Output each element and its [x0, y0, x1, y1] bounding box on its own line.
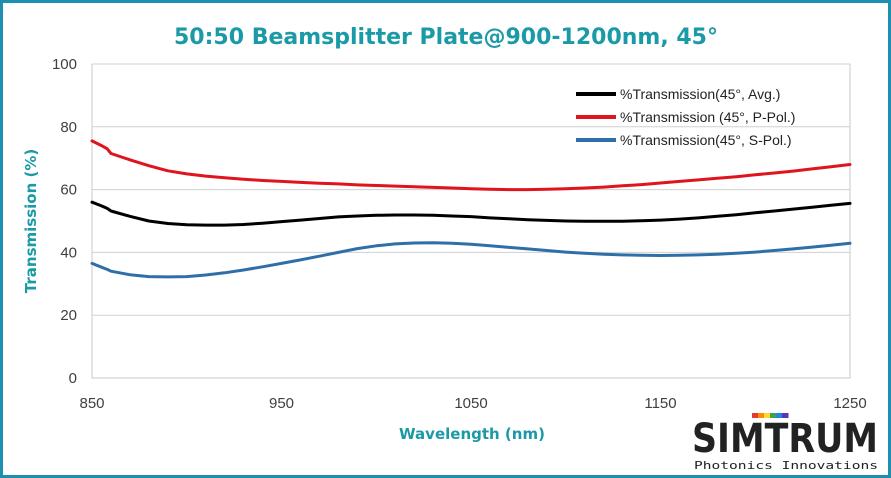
plot-area: [91, 63, 851, 379]
y-tick-label: 60: [60, 182, 77, 199]
simtrum-logo: SIMTRUM Photonics Innovations: [692, 413, 878, 472]
logo-color-segment: [782, 413, 789, 418]
x-axis-label: Wavelength (nm): [399, 425, 545, 443]
y-axis-label: Transmission (%): [22, 149, 40, 293]
legend-label-s-pol: %Transmission(45°, S-Pol.): [620, 132, 792, 148]
logo-color-bars: [752, 413, 789, 418]
series-line-s-pol: [90, 241, 852, 279]
series-lines: [90, 139, 852, 279]
x-tick-label: 850: [79, 395, 104, 412]
y-tick-label: 20: [60, 307, 77, 324]
y-tick-label: 100: [52, 56, 77, 73]
x-tick-label: 950: [269, 395, 294, 412]
y-tick-labels: 0 20 40 60 80 100: [52, 56, 77, 387]
legend: %Transmission(45°, Avg.) %Transmission (…: [576, 86, 795, 148]
series-line-avg: [90, 200, 852, 227]
chart-title: 50:50 Beamsplitter Plate@900-1200nm, 45°: [174, 25, 718, 50]
logo-tagline: Photonics Innovations: [694, 460, 878, 472]
series-line-p-pol: [90, 139, 852, 192]
y-tick-label: 0: [69, 370, 77, 387]
logo-color-segment: [776, 413, 783, 418]
x-tick-label: 1150: [644, 395, 676, 412]
logo-color-segment: [752, 413, 759, 418]
legend-label-avg: %Transmission(45°, Avg.): [620, 86, 780, 102]
logo-color-segment: [758, 413, 765, 418]
x-tick-label: 1250: [833, 395, 866, 412]
logo-color-segment: [764, 413, 771, 418]
y-tick-label: 40: [60, 244, 77, 261]
logo-color-segment: [770, 413, 777, 418]
legend-label-p-pol: %Transmission (45°, P-Pol.): [620, 109, 795, 125]
x-tick-labels: 850 950 1050 1150 1250: [79, 395, 866, 412]
x-tick-label: 1050: [454, 395, 487, 412]
y-tick-label: 80: [60, 119, 77, 136]
logo-wordmark: SIMTRUM: [692, 416, 878, 462]
